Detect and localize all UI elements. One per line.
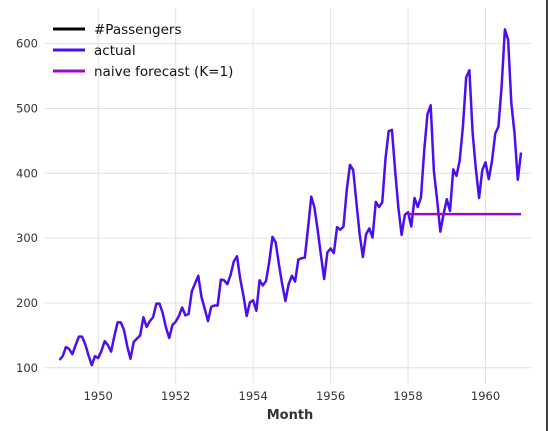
- x-tick-label: 1950: [84, 389, 113, 403]
- x-tick-label: 1960: [471, 389, 500, 403]
- series-lines: [58, 28, 523, 367]
- legend-label-2: naive forecast (K=1): [94, 64, 233, 80]
- x-tick-label: 1954: [239, 389, 268, 403]
- y-tick-label: 300: [16, 231, 38, 245]
- y-tick-label: 400: [16, 166, 38, 180]
- y-tick-label: 600: [16, 37, 38, 51]
- grid-lines: [44, 8, 532, 384]
- tick-labels: 100 200 300 400 500 600 1950 1952 1954 1956 1958 19…: [16, 37, 500, 403]
- x-tick-label: 1958: [393, 389, 422, 403]
- y-tick-label: 100: [16, 361, 38, 375]
- legend: #Passengers actual naive forecast (K=1): [53, 22, 233, 80]
- x-tick-label: 1956: [316, 389, 345, 403]
- legend-label-0: #Passengers: [94, 22, 182, 38]
- y-tick-label: 500: [16, 101, 38, 115]
- legend-label-1: actual: [94, 43, 136, 59]
- x-axis-label: Month: [267, 408, 314, 423]
- y-tick-label: 200: [16, 296, 38, 310]
- series-line-actual: [58, 28, 523, 367]
- x-tick-label: 1952: [161, 389, 190, 403]
